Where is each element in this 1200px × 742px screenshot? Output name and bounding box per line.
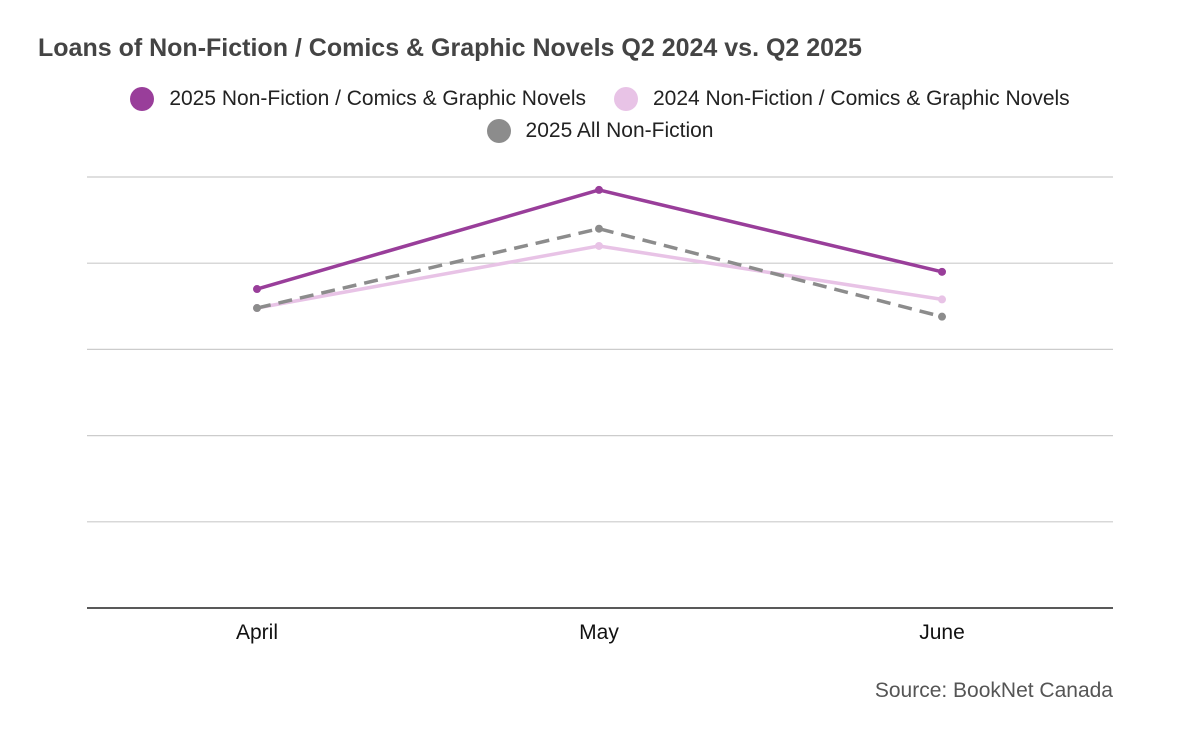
data-point (938, 267, 946, 276)
legend: 2025 Non-Fiction / Comics & Graphic Nove… (40, 86, 1160, 144)
legend-label: 2025 All Non-Fiction (525, 119, 714, 142)
legend-swatch (130, 87, 155, 111)
x-tick-label: May (579, 621, 619, 644)
legend-label: 2025 Non-Fiction / Comics & Graphic Nove… (169, 87, 586, 110)
legend-swatch (614, 87, 638, 111)
x-tick-labels: April May June (236, 621, 965, 644)
legend-swatch (486, 119, 511, 143)
series (253, 241, 946, 313)
data-point (253, 285, 261, 294)
legend-item: 2025 Non-Fiction / Comics & Graphic Nove… (130, 86, 586, 112)
legend-label: 2024 Non-Fiction / Comics & Graphic Nove… (653, 87, 1070, 110)
series-lines (253, 185, 946, 321)
data-point (595, 241, 603, 250)
source-note: Source: BookNet Canada (874, 679, 1113, 702)
series-line (255, 188, 944, 291)
data-point (595, 185, 603, 194)
data-point (938, 295, 946, 304)
series-line (256, 226, 943, 319)
data-point (938, 312, 946, 321)
chart-title: Loans of Non-Fiction / Comics & Graphic … (38, 34, 862, 62)
series-line (255, 244, 944, 310)
x-tick-label: April (236, 621, 278, 644)
legend-item: 2025 All Non-Fiction (486, 118, 714, 144)
data-point (595, 224, 603, 233)
data-point (253, 304, 261, 313)
x-tick-label: June (919, 621, 965, 644)
gridlines (87, 176, 1113, 523)
legend-item: 2024 Non-Fiction / Comics & Graphic Nove… (614, 86, 1070, 112)
series (253, 224, 946, 321)
series (253, 185, 946, 294)
